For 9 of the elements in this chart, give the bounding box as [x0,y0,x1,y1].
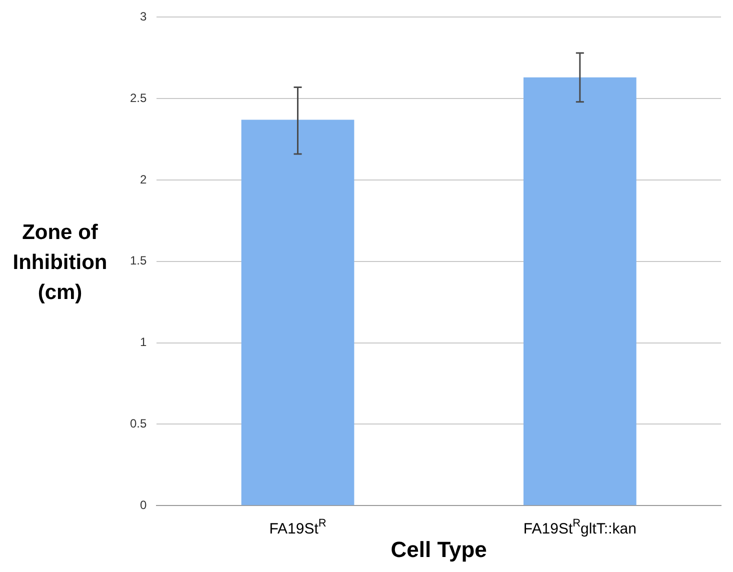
y-tick-label: 2.5 [130,90,147,105]
y-axis-title: Zone of Inhibition (cm) [12,220,108,306]
y-tick-label: 0 [140,498,147,512]
y-tick-label: 1 [140,335,147,350]
y-tick-label: 0.5 [130,416,147,431]
x-axis-title: Cell Type [390,536,487,562]
y-tick-label: 2 [140,172,147,186]
y-tick-label: 1.5 [130,254,147,268]
y-tick-label: 3 [140,10,147,24]
